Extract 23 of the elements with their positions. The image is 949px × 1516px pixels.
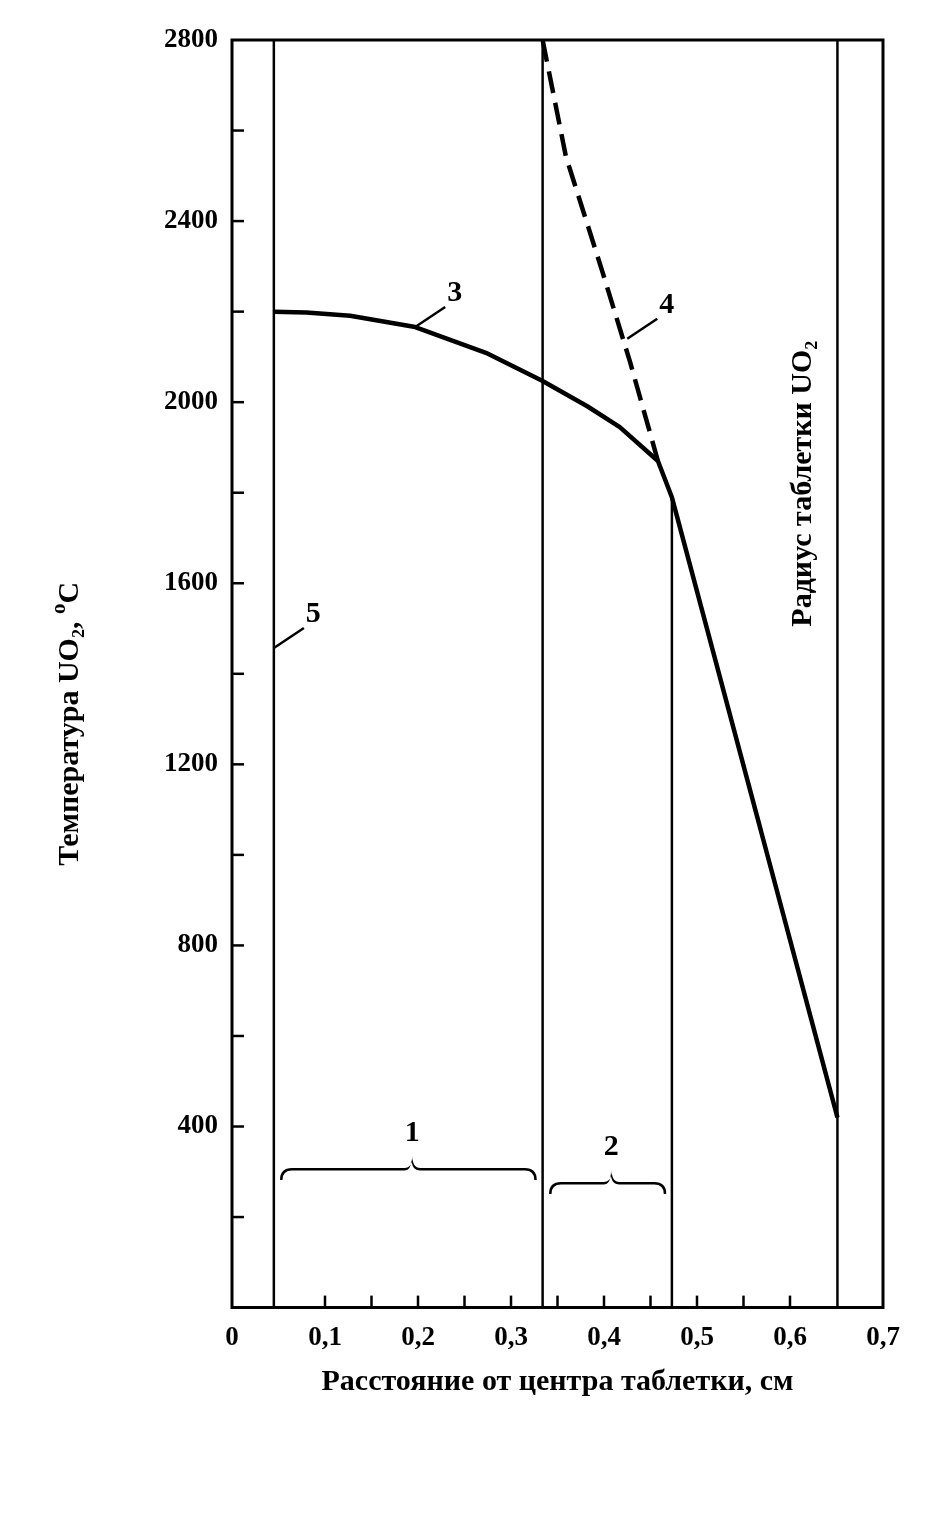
y-tick-label: 1200 xyxy=(164,747,218,778)
y-tick-label: 2800 xyxy=(164,22,218,53)
annotation: 3 xyxy=(447,273,463,307)
x-tick-label: 0,7 xyxy=(866,1320,900,1351)
x-tick-label: 0,4 xyxy=(587,1320,621,1351)
ref-line-label: Радиус таблетки UO₂ xyxy=(784,340,818,627)
y-tick-label: 1600 xyxy=(164,566,218,597)
x-tick-label: 0,1 xyxy=(308,1320,342,1351)
x-axis-title: Расстояние от центра таблетки, см xyxy=(321,1363,794,1397)
y-axis-title: Температура UO₂, oC xyxy=(45,581,84,866)
y-tick-label: 400 xyxy=(177,1109,218,1140)
annotation: 4 xyxy=(659,285,675,319)
x-tick-label: 0,6 xyxy=(773,1320,807,1351)
annotation: 2 xyxy=(603,1128,619,1162)
y-tick-label: 2000 xyxy=(164,385,218,416)
y-tick-label: 800 xyxy=(177,928,218,959)
annotation: 1 xyxy=(404,1114,420,1148)
annotation: 5 xyxy=(305,594,321,628)
y-tick-label: 2400 xyxy=(164,204,218,235)
x-tick-label: 0,3 xyxy=(494,1320,528,1351)
x-tick-label: 0,5 xyxy=(680,1320,714,1351)
x-tick-label: 0,2 xyxy=(401,1320,435,1351)
x-tick-label: 0 xyxy=(225,1320,239,1351)
